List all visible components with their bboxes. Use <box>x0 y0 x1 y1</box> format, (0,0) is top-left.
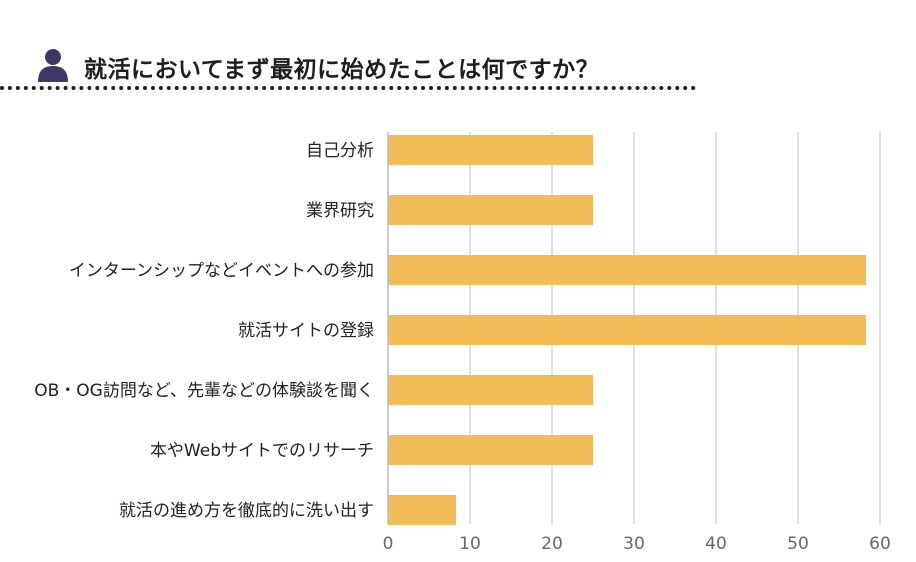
bar <box>388 135 593 165</box>
bar <box>388 375 593 405</box>
bar <box>388 195 593 225</box>
category-label: OB・OG訪問など、先輩などの体験談を聞く <box>34 381 374 401</box>
category-label: インターンシップなどイベントへの参加 <box>69 261 374 281</box>
x-tick-label: 50 <box>787 534 809 554</box>
bar <box>388 435 593 465</box>
bar <box>388 255 867 285</box>
chart-header: 就活においてまず最初に始めたことは何ですか？ <box>0 0 700 95</box>
category-label: 就活の進め方を徹底的に洗い出す <box>119 501 374 521</box>
category-label: 本やWebサイトでのリサーチ <box>150 441 374 461</box>
x-tick-label: 60 <box>869 534 891 554</box>
x-tick-label: 30 <box>623 534 645 554</box>
category-label: 就活サイトの登録 <box>238 321 374 341</box>
x-tick-label: 40 <box>705 534 727 554</box>
person-icon <box>38 49 68 82</box>
bar <box>388 495 457 525</box>
category-label: 自己分析 <box>306 141 374 161</box>
title-underline <box>0 86 696 90</box>
x-tick-label: 10 <box>459 534 481 554</box>
bar <box>388 315 867 345</box>
chart-title: 就活においてまず最初に始めたことは何ですか？ <box>84 57 600 83</box>
x-tick-label: 20 <box>541 534 563 554</box>
x-tick-label: 0 <box>383 534 394 554</box>
category-label: 業界研究 <box>306 201 374 221</box>
